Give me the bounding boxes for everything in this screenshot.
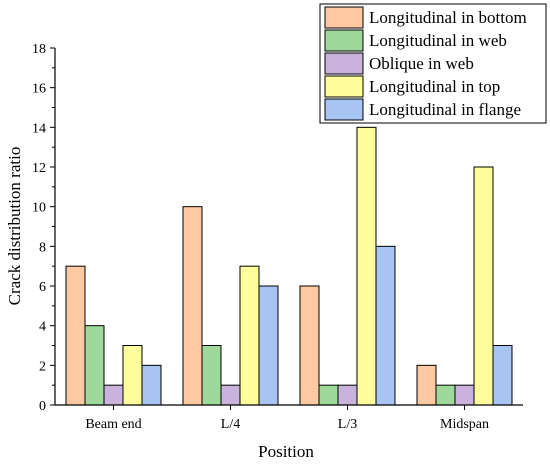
bar-longitudinal-in-web-3 xyxy=(435,384,456,406)
x-tick-label: Beam end xyxy=(85,417,141,432)
legend-label: Longitudinal in flange xyxy=(369,100,521,119)
bar-longitudinal-in-top-3 xyxy=(473,166,494,406)
bar-longitudinal-in-flange-1 xyxy=(258,285,279,406)
y-tick-label: 0 xyxy=(39,399,46,414)
x-axis-title: Position xyxy=(258,442,314,461)
axes-layer: 0 2 4 6 8 10 12 14 16 18 Beam end L/4 L/3 Midspan xyxy=(32,42,523,432)
bar-longitudinal-in-bottom-2 xyxy=(299,285,320,406)
bar-longitudinal-in-flange-2 xyxy=(375,245,396,406)
bar-longitudinal-in-bottom-3 xyxy=(416,364,437,406)
bar-oblique-in-web-0 xyxy=(103,384,124,406)
legend-swatch xyxy=(324,29,364,52)
legend-swatch xyxy=(324,6,364,29)
bar-longitudinal-in-top-0 xyxy=(122,345,143,406)
bar-longitudinal-in-web-2 xyxy=(318,384,339,406)
bar-longitudinal-in-flange-0 xyxy=(141,364,162,406)
bar-longitudinal-in-web-1 xyxy=(201,345,222,406)
y-tick-label: 18 xyxy=(32,42,46,57)
y-tick-label: 16 xyxy=(32,82,46,97)
legend-swatch xyxy=(324,75,364,98)
bar-longitudinal-in-flange-3 xyxy=(492,345,513,406)
bar-longitudinal-in-bottom-0 xyxy=(65,265,86,406)
bar-longitudinal-in-bottom-1 xyxy=(182,206,203,406)
legend-swatch xyxy=(324,52,364,75)
y-tick-label: 4 xyxy=(39,320,46,335)
legend-label: Longitudinal in bottom xyxy=(369,8,527,27)
legend-swatch xyxy=(324,98,364,121)
bar-oblique-in-web-2 xyxy=(337,384,358,406)
x-tick-label: L/4 xyxy=(221,417,240,432)
legend: Longitudinal in bottom Longitudinal in we… xyxy=(319,3,547,124)
bar-oblique-in-web-1 xyxy=(220,384,241,406)
x-tick-label: L/3 xyxy=(338,417,357,432)
y-tick-label: 8 xyxy=(39,240,46,255)
y-tick-label: 2 xyxy=(39,359,46,374)
y-tick-label: 6 xyxy=(39,280,46,295)
bar-longitudinal-in-web-0 xyxy=(84,325,105,406)
legend-label: Longitudinal in web xyxy=(369,31,507,50)
bars-layer xyxy=(65,126,513,406)
y-axis-title: Crack distribution ratio xyxy=(5,147,24,306)
bar-longitudinal-in-top-1 xyxy=(239,265,260,406)
bar-longitudinal-in-top-2 xyxy=(356,126,377,406)
legend-label: Longitudinal in top xyxy=(369,77,500,96)
x-tick-label: Midspan xyxy=(440,417,489,432)
legend-label: Oblique in web xyxy=(369,54,474,73)
bar-oblique-in-web-3 xyxy=(454,384,475,406)
y-tick-label: 12 xyxy=(32,161,46,176)
y-tick-label: 14 xyxy=(32,121,46,136)
y-tick-label: 10 xyxy=(32,201,46,216)
